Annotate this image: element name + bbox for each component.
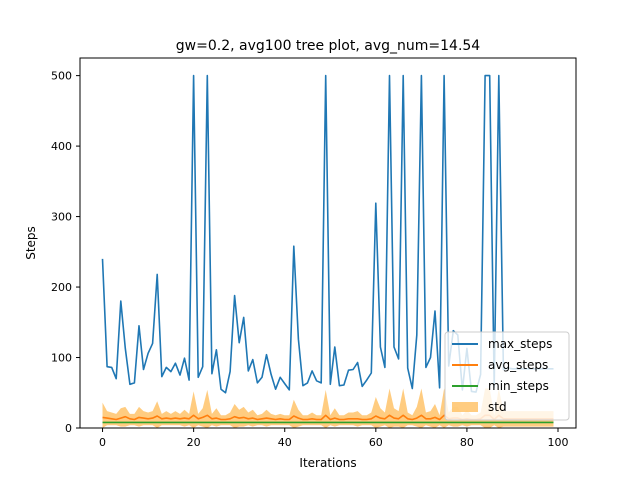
legend-box	[444, 331, 570, 421]
y-tick-label: 400	[51, 140, 72, 153]
x-tick-label: 100	[548, 436, 569, 449]
x-tick-label: 20	[187, 436, 201, 449]
x-tick-label: 40	[278, 436, 292, 449]
legend-std-swatch	[452, 402, 478, 412]
x-axis-label: Iterations	[299, 456, 356, 470]
x-tick-label: 80	[460, 436, 474, 449]
x-tick-label: 60	[369, 436, 383, 449]
chart-title: gw=0.2, avg100 tree plot, avg_num=14.54	[176, 38, 481, 54]
y-axis-label: Steps	[24, 226, 38, 260]
legend-std-label: std	[488, 400, 507, 414]
y-axis: 0 100 200 300 400 500	[51, 70, 80, 435]
y-tick-label: 200	[51, 281, 72, 294]
x-tick-label: 0	[99, 436, 106, 449]
legend-max_steps-label: max_steps	[488, 337, 552, 351]
y-tick-label: 300	[51, 211, 72, 224]
y-tick-label: 0	[65, 422, 72, 435]
plot-frame	[79, 57, 577, 429]
legend-min_steps-label: min_steps	[488, 379, 549, 393]
y-tick-label: 100	[51, 352, 72, 365]
legend-avg_steps-label: avg_steps	[488, 358, 548, 372]
y-tick-label: 500	[51, 70, 72, 83]
x-axis: 0 20 40 60 80 100	[99, 428, 569, 449]
